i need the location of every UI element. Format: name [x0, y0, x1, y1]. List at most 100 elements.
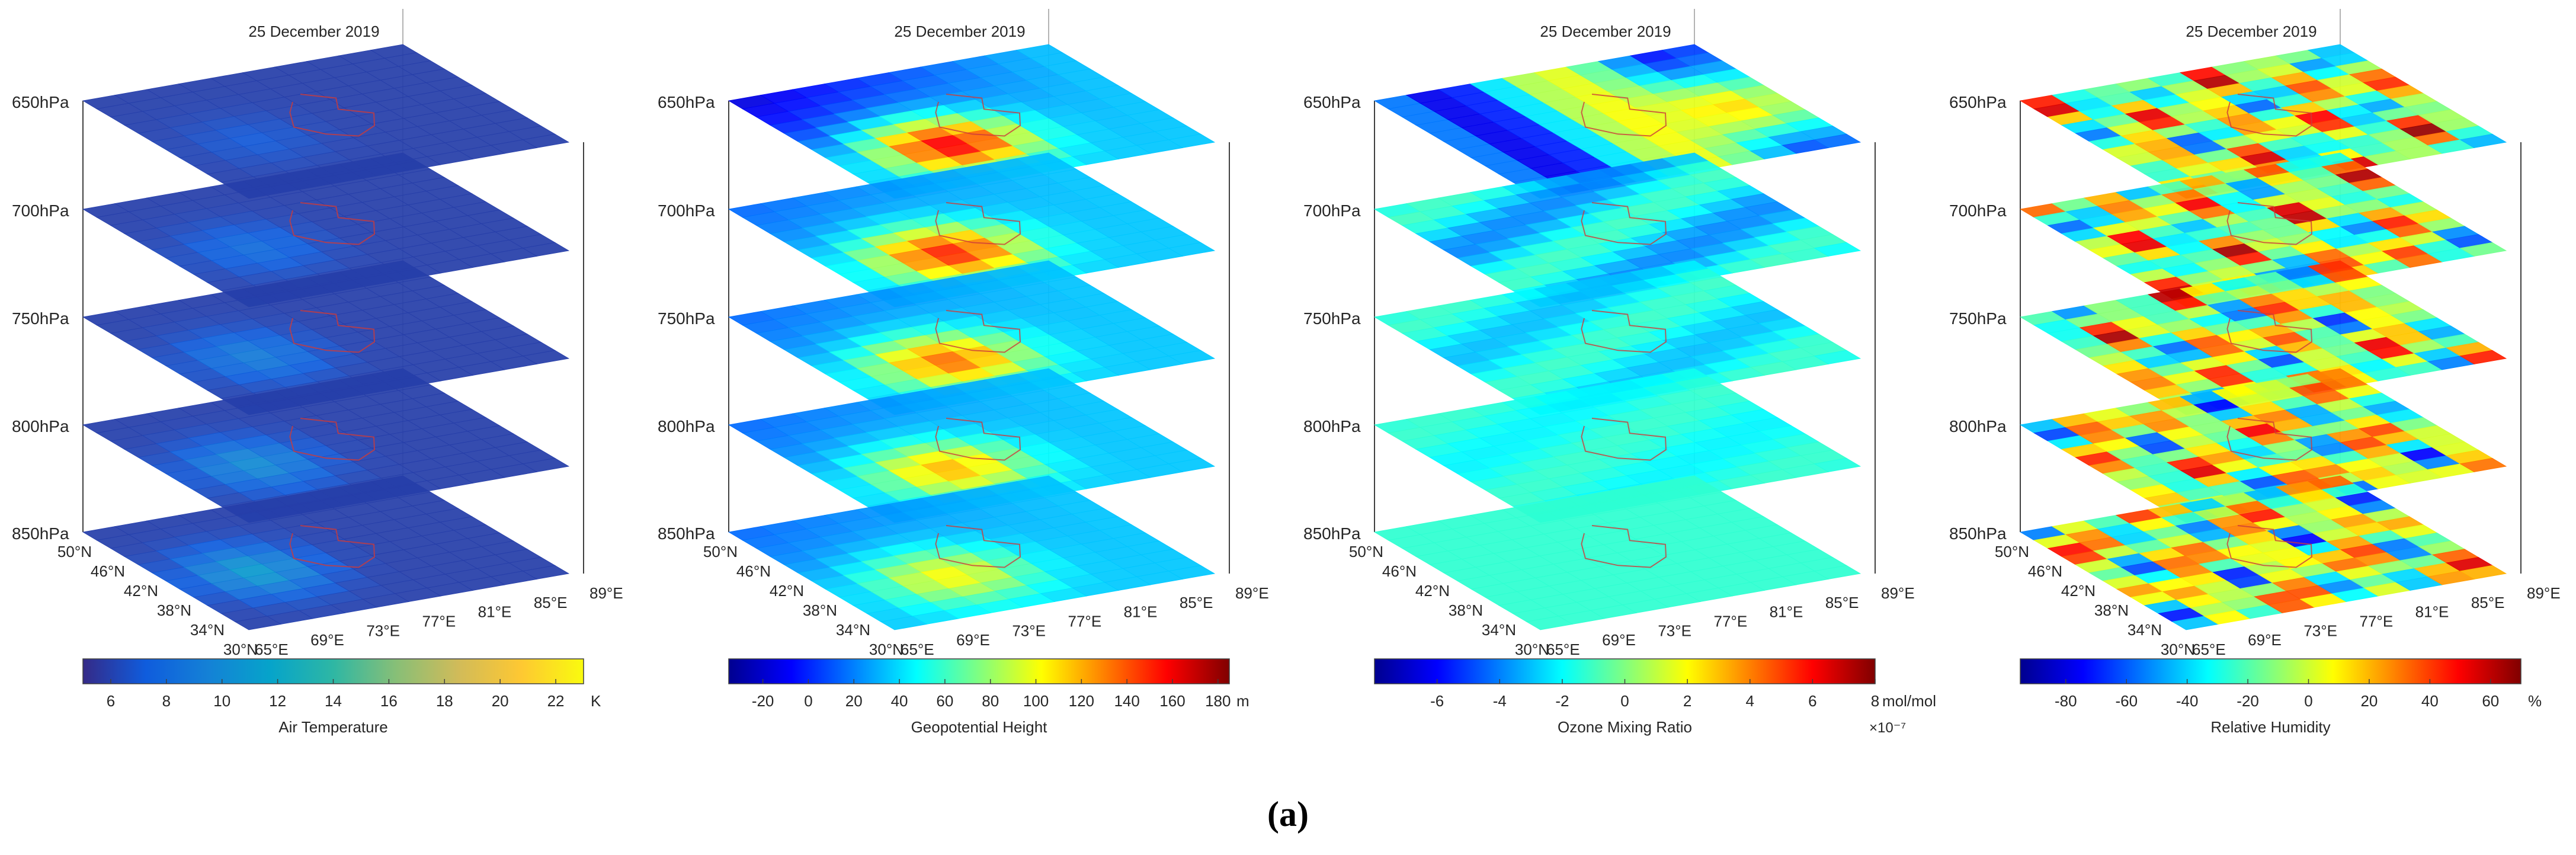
level-label: 750hPa	[1303, 309, 1361, 328]
lat-tick-label: 42°N	[1415, 582, 1450, 600]
lon-tick-label: 81°E	[1124, 603, 1158, 621]
level-label: 800hPa	[1949, 417, 2007, 435]
level-slice	[82, 152, 570, 308]
lat-tick-label: 30°N	[223, 641, 258, 658]
colorbar-unit: m	[1236, 692, 1249, 710]
lat-tick-label: 38°N	[1449, 601, 1483, 619]
colorbar-tick-label: 20	[845, 692, 863, 710]
colorbar-label: Geopotential Height	[911, 718, 1048, 736]
level-label: 750hPa	[658, 309, 715, 328]
colorbar-tick-label: 4	[1746, 692, 1754, 710]
colorbar-tick-label: 140	[1114, 692, 1139, 710]
lon-tick-label: 69°E	[956, 631, 990, 649]
heatmap-cell	[1814, 133, 1861, 148]
heatmap-cell	[522, 565, 570, 579]
lon-tick-label: 89°E	[589, 584, 623, 602]
lon-tick-label: 89°E	[2527, 584, 2561, 602]
colorbar-tick-label: 14	[325, 692, 342, 710]
level-slice	[1373, 475, 1861, 630]
heatmap-cell	[1814, 242, 1861, 257]
lat-tick-label: 42°N	[2061, 582, 2096, 600]
country-border	[2226, 94, 2313, 137]
country-border	[935, 202, 1021, 245]
colorbar-label: Air Temperature	[278, 718, 388, 736]
colorbar-label: Ozone Mixing Ratio	[1558, 718, 1692, 736]
colorbar-tick-label: -80	[2055, 692, 2077, 710]
level-label: 750hPa	[1949, 309, 2007, 328]
lat-tick-label: 46°N	[1382, 562, 1417, 580]
level-slice	[2019, 152, 2507, 308]
lat-tick-label: 34°N	[2128, 621, 2162, 639]
chart-title: 25 December 2019	[894, 23, 1025, 40]
colorbar-tick-label: 18	[436, 692, 453, 710]
lat-tick-label: 42°N	[770, 582, 804, 600]
chart-panel-3: 25 December 2019 650hPa 700hPa 750hPa 800hPa…	[1303, 9, 1936, 736]
country-border	[1581, 94, 1667, 137]
colorbar-tick-label: 20	[2360, 692, 2378, 710]
level-slice	[2019, 44, 2507, 199]
colorbar-tick-label: 2	[1683, 692, 1691, 710]
colorbar-tick-label: 120	[1069, 692, 1094, 710]
level-label: 700hPa	[658, 201, 715, 220]
level-slice	[2019, 475, 2507, 630]
lat-tick-label: 50°N	[1995, 543, 2029, 561]
country-border	[289, 202, 376, 245]
level-label: 650hPa	[658, 93, 715, 111]
lon-tick-label: 65°E	[2192, 641, 2226, 658]
level-label: 700hPa	[1303, 201, 1361, 220]
country-border	[935, 418, 1021, 461]
heatmap-cell	[522, 133, 570, 148]
colorbar-tick-label: -40	[2176, 692, 2199, 710]
level-label: 850hPa	[1303, 524, 1361, 543]
country-border	[289, 418, 376, 461]
lat-tick-label: 50°N	[57, 543, 92, 561]
heatmap-cell	[522, 350, 570, 364]
lon-tick-label: 81°E	[1770, 603, 1803, 621]
level-label: 650hPa	[1949, 93, 2007, 111]
lon-tick-label: 65°E	[255, 641, 289, 658]
lat-tick-label: 50°N	[703, 543, 738, 561]
colorbar-unit: %	[2528, 692, 2542, 710]
colorbar-unit: mol/mol	[1882, 692, 1936, 710]
level-slice	[2019, 368, 2507, 523]
lat-tick-label: 38°N	[157, 601, 191, 619]
lon-tick-label: 89°E	[1881, 584, 1915, 602]
colorbar	[2020, 658, 2521, 684]
colorbar-tick-label: -6	[1430, 692, 1444, 710]
country-border	[2226, 418, 2313, 461]
colorbar-tick-label: 0	[2304, 692, 2312, 710]
colorbar-tick-label: 60	[936, 692, 953, 710]
lat-tick-label: 34°N	[836, 621, 870, 639]
chart-title: 25 December 2019	[2186, 23, 2317, 40]
heatmap-cell	[2459, 457, 2507, 472]
lon-tick-label: 89°E	[1235, 584, 1269, 602]
country-border	[2226, 525, 2313, 568]
level-slice	[82, 368, 570, 523]
level-label: 850hPa	[1949, 524, 2007, 543]
lat-tick-label: 34°N	[1482, 621, 1516, 639]
colorbar-label: Relative Humidity	[2210, 718, 2330, 736]
heatmap-cell	[1168, 242, 1216, 257]
colorbar-tick-label: 180	[1205, 692, 1231, 710]
lat-tick-label: 38°N	[2094, 601, 2129, 619]
country-border	[1581, 310, 1667, 353]
colorbar-tick-label: -2	[1555, 692, 1569, 710]
figure-label: (a)	[1267, 795, 1309, 834]
lat-tick-label: 46°N	[91, 562, 125, 580]
country-border	[935, 525, 1021, 568]
colorbar-tick-label: 6	[1808, 692, 1816, 710]
level-slice	[1373, 368, 1861, 523]
level-slice	[728, 475, 1216, 630]
colorbar-tick-label: 160	[1159, 692, 1185, 710]
level-label: 800hPa	[658, 417, 715, 435]
colorbar-tick-label: 80	[982, 692, 999, 710]
level-slice	[82, 475, 570, 630]
lon-tick-label: 81°E	[478, 603, 512, 621]
lon-tick-label: 73°E	[1012, 622, 1046, 639]
lat-tick-label: 30°N	[869, 641, 903, 658]
level-label: 750hPa	[12, 309, 69, 328]
colorbar-tick-label: 8	[162, 692, 171, 710]
chart-title: 25 December 2019	[248, 23, 379, 40]
lon-tick-label: 73°E	[366, 622, 400, 639]
